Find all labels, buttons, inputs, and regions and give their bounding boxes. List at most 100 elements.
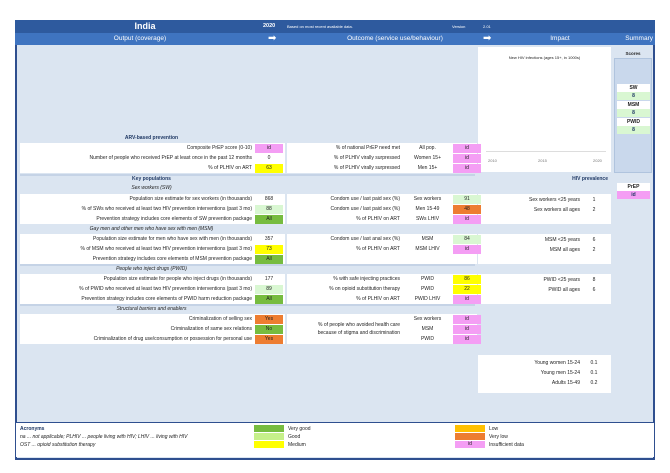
outcome-indicator-value: id (453, 334, 481, 344)
legend-label: Very low (489, 433, 508, 440)
output-indicator-value: 89 (255, 284, 283, 294)
legend-swatch (455, 433, 485, 440)
output-indicator-value: 177 (255, 274, 283, 284)
section-divider (20, 174, 475, 176)
msm-outcome-panel (287, 234, 477, 264)
arv-panel (20, 143, 285, 173)
score-label: SW (617, 84, 650, 92)
output-indicator-label: Composite PrEP score (0-10) (186, 145, 252, 151)
outcome-indicator-value: id (453, 163, 481, 173)
subheading-sw: Sex workers (SW) (131, 185, 172, 191)
prevalence-value: 6 (592, 287, 596, 293)
outcome-indicator-label: % of PLHIV on ART (356, 216, 400, 222)
output-indicator-label: Prevention strategy includes core elemen… (92, 256, 252, 262)
legend-panel (16, 423, 654, 457)
legend-label: Good (288, 433, 301, 440)
legend-label: Insufficient data (489, 441, 524, 448)
legend-swatch (455, 425, 485, 432)
country-title: India (134, 21, 156, 31)
acronyms-heading: Acronyms (20, 426, 45, 432)
subheading-structural: Structural barriers and enablers (116, 306, 187, 312)
output-indicator-label: Number of people who received PrEP at le… (89, 155, 252, 161)
scores-heading: Scores (625, 51, 641, 56)
sw-panel (20, 194, 285, 224)
prevalence-label: Young women 15-24 (534, 360, 580, 366)
pwid-panel (20, 274, 285, 304)
score-label: PWID (617, 118, 650, 126)
outcome-indicator-value: id (453, 324, 481, 334)
stigma-outcome-panel (287, 314, 477, 344)
prevalence-value: 8 (592, 277, 596, 283)
outcome-group-label: Men 15+ (417, 165, 438, 171)
outcome-column-title: Outcome (service use/behaviour) (347, 35, 443, 42)
output-indicator-value: 88 (255, 204, 283, 214)
data-note: Based on most recent available data. (287, 24, 353, 29)
prevalence-label: Sex workers all ages (533, 207, 580, 213)
outcome-indicator-value: id (453, 214, 481, 224)
hiv-prevalence-heading: HIV prevalence (572, 176, 608, 182)
legend-divider (15, 422, 655, 423)
outcome-indicator-value: 84 (453, 234, 481, 244)
outcome-indicator-value: 22 (453, 284, 481, 294)
prevalence-value: 0.1 (590, 360, 598, 366)
outcome-indicator-value: id (453, 244, 481, 254)
output-indicator-label: % of MSM who received at least two HIV p… (80, 246, 252, 252)
arv-outcome-panel (287, 143, 477, 173)
prep-value: id (617, 191, 650, 199)
x-tick-label: 2010 (488, 158, 497, 163)
output-indicator-label: Criminalization of drug use/consumption … (93, 336, 252, 342)
acronyms-text: na ... not applicable; PLHIV ... people … (20, 434, 188, 440)
legend-label: Low (489, 425, 499, 432)
subheading-msm: Gay men and other men who have sex with … (89, 226, 214, 232)
right-arrow-icon: ➡ (483, 33, 492, 44)
legend-swatch (254, 441, 284, 448)
x-tick-label: 2020 (593, 158, 602, 163)
msm-panel (20, 234, 285, 264)
stigma-indicator-label: % of people who avoided health care (317, 322, 400, 328)
output-indicator-value: id (255, 143, 283, 153)
impact-column-title: Impact (550, 35, 570, 42)
outcome-group-label: SWs LHIV (415, 216, 440, 222)
year: 2020 (263, 23, 276, 29)
outcome-group-label: MSM (421, 326, 434, 332)
prevalence-label: Adults 15-49 (551, 380, 580, 386)
prevalence-value: 0.2 (590, 380, 598, 386)
outcome-group-label: PWID LHIV (414, 296, 441, 302)
outcome-indicator-label: Condom use / last anal sex (%) (330, 236, 400, 242)
outcome-indicator-value: id (453, 294, 481, 304)
output-indicator-label: Prevention strategy includes core elemen… (81, 296, 252, 302)
outcome-indicator-value: 48 (453, 204, 481, 214)
outcome-indicator-value: 86 (453, 274, 481, 284)
section-heading-arv: ARV-based prevention (124, 135, 179, 141)
x-tick-label: 2015 (538, 158, 547, 163)
legend-swatch: id (455, 441, 485, 448)
output-indicator-label: % of PLHIV on ART (208, 165, 252, 171)
prevalence-value: 2 (592, 247, 596, 253)
chart-title: New HIV infections (ages 15+, in 1000s) (508, 55, 581, 60)
pwid-outcome-panel (287, 274, 477, 304)
outcome-group-label: Men 15-49 (415, 206, 440, 212)
outcome-group-label: Sex workers (413, 196, 442, 202)
outcome-indicator-label: % of PLHIV virally surpressed (333, 165, 400, 171)
stigma-indicator-label: because of stigma and discrimination (317, 330, 400, 336)
outcome-group-label: MSM (421, 236, 434, 242)
legend-swatch (254, 433, 284, 440)
score-label: MSM (617, 101, 650, 109)
right-arrow-icon: ➡ (268, 33, 277, 44)
outcome-indicator-value: id (453, 153, 481, 163)
score-value: 8 (617, 92, 650, 100)
pwid-impact-panel (478, 274, 611, 304)
outcome-indicator-label: % of PLHIV on ART (356, 246, 400, 252)
sw-impact-panel (478, 194, 611, 224)
general-population-panel (478, 355, 611, 393)
output-indicator-label: % of SWs who received at least two HIV p… (81, 206, 252, 212)
summary-column-title: Summary (625, 35, 653, 42)
title-bar: India 2020 Based on most recent availabl… (15, 20, 655, 33)
prevalence-label: PWID all ages (548, 287, 580, 293)
chart-x-axis (486, 151, 606, 152)
output-indicator-label: Population size estimate for sex workers… (129, 196, 252, 202)
output-indicator-value: All (255, 254, 283, 264)
outcome-indicator-label: % on opioid substitution therapy (329, 286, 400, 292)
output-indicator-value: No (255, 324, 283, 334)
output-indicator-value: All (255, 294, 283, 304)
